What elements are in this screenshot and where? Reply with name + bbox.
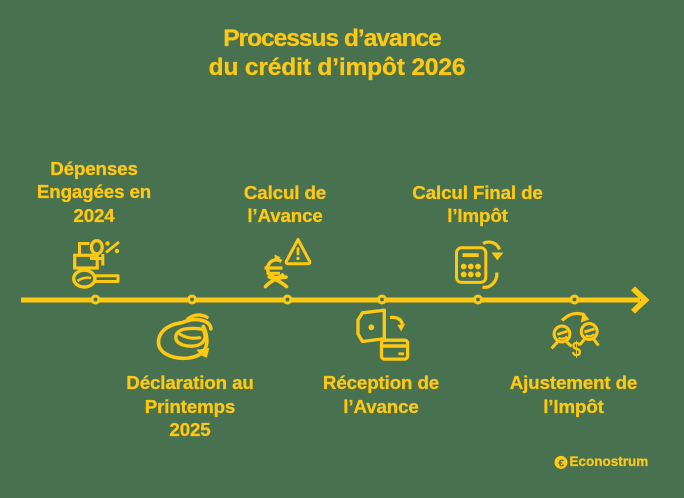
svg-text:€: € xyxy=(558,457,564,469)
svg-text:$: $ xyxy=(572,339,582,362)
